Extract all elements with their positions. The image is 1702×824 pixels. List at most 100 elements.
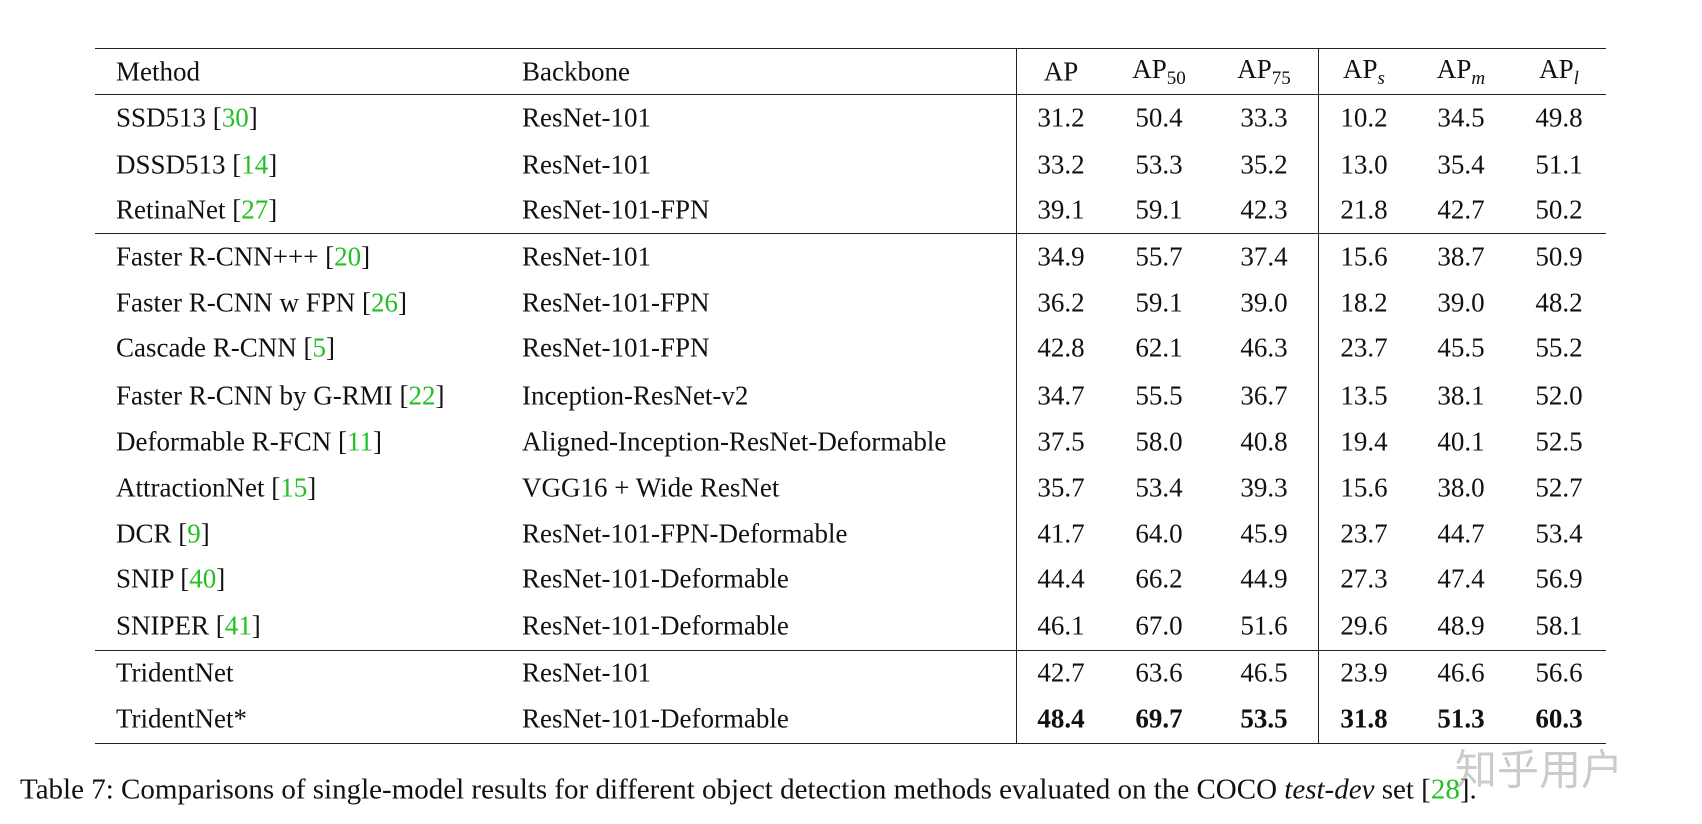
value-cell: 23.7 [1340, 518, 1388, 549]
header-text: AP [1237, 54, 1272, 84]
value-cell: 63.6 [1135, 657, 1183, 688]
value-cell: 35.4 [1437, 149, 1485, 180]
header-cell: APl [1539, 56, 1579, 89]
backbone-cell: ResNet-101 [522, 657, 651, 688]
value-cell: 21.8 [1340, 194, 1388, 225]
value-cell: 53.4 [1135, 472, 1183, 503]
value-cell: 55.5 [1135, 380, 1183, 411]
value-cell: 62.1 [1135, 332, 1183, 363]
header-subscript: l [1573, 68, 1579, 89]
value-cell: 46.1 [1037, 610, 1085, 641]
value-cell: 48.9 [1437, 610, 1485, 641]
value-cell: 49.8 [1535, 102, 1583, 133]
backbone-cell: Aligned-Inception-ResNet-Deformable [522, 426, 947, 457]
header-text: Method [116, 56, 200, 87]
value-cell: 56.6 [1535, 657, 1583, 688]
value-cell: 53.5 [1240, 703, 1288, 734]
value-cell: 37.5 [1037, 426, 1085, 457]
value-cell: 23.9 [1340, 657, 1388, 688]
value-cell: 10.2 [1340, 102, 1388, 133]
value-cell: 50.4 [1135, 102, 1183, 133]
value-cell: 33.3 [1240, 102, 1288, 133]
value-cell: 31.8 [1340, 703, 1388, 734]
header-text: Backbone [522, 56, 630, 87]
value-cell: 29.6 [1340, 610, 1388, 641]
value-cell: 67.0 [1135, 610, 1183, 641]
header-cell: APm [1436, 54, 1486, 89]
value-cell: 48.4 [1037, 703, 1085, 734]
value-cell: 58.1 [1535, 610, 1583, 641]
value-cell: 13.5 [1340, 380, 1388, 411]
backbone-cell: VGG16 + Wide ResNet [522, 472, 780, 503]
value-cell: 51.1 [1535, 149, 1583, 180]
value-cell: 44.7 [1437, 518, 1485, 549]
bottom-rule [95, 743, 1606, 744]
header-text: AP [1043, 56, 1079, 87]
value-cell: 45.5 [1437, 332, 1485, 363]
value-cell: 39.3 [1240, 472, 1288, 503]
value-cell: 42.8 [1037, 332, 1085, 363]
value-cell: 15.6 [1340, 241, 1388, 272]
value-cell: 48.2 [1535, 287, 1583, 318]
column-rule [1318, 48, 1319, 743]
backbone-cell: ResNet-101-Deformable [522, 703, 789, 734]
method-cell: Deformable R-FCN [11] [116, 426, 382, 457]
group-rule [95, 233, 1606, 234]
value-cell: 38.1 [1437, 380, 1485, 411]
value-cell: 36.7 [1240, 380, 1288, 411]
value-cell: 60.3 [1535, 703, 1583, 734]
header-subscript: s [1377, 68, 1385, 89]
value-cell: 46.3 [1240, 332, 1288, 363]
caption: Table 7: Comparisons of single-model res… [20, 774, 1477, 807]
value-cell: 39.0 [1240, 287, 1288, 318]
method-cell: Faster R-CNN by G-RMI [22] [116, 380, 445, 411]
backbone-cell: ResNet-101-FPN [522, 332, 710, 363]
value-cell: 69.7 [1135, 703, 1183, 734]
method-cell: RetinaNet [27] [116, 194, 278, 225]
header-cell: APs [1343, 54, 1385, 89]
method-cell: Cascade R-CNN [5] [116, 332, 335, 363]
value-cell: 51.3 [1437, 703, 1485, 734]
value-cell: 18.2 [1340, 287, 1388, 318]
value-cell: 50.2 [1535, 194, 1583, 225]
method-cell: SNIP [40] [116, 563, 226, 594]
value-cell: 13.0 [1340, 149, 1388, 180]
group-rule [95, 650, 1606, 651]
value-cell: 53.4 [1535, 518, 1583, 549]
value-cell: 42.3 [1240, 194, 1288, 225]
header-cell: AP [1043, 56, 1079, 87]
value-cell: 39.1 [1037, 194, 1085, 225]
backbone-cell: ResNet-101-Deformable [522, 610, 789, 641]
watermark: 知乎用户 [1455, 745, 1624, 795]
header-cell: Method [116, 56, 200, 87]
value-cell: 52.5 [1535, 426, 1583, 457]
method-cell: DCR [9] [116, 518, 210, 549]
value-cell: 44.9 [1240, 563, 1288, 594]
backbone-cell: ResNet-101-FPN [522, 194, 710, 225]
value-cell: 31.2 [1037, 102, 1085, 133]
value-cell: 19.4 [1340, 426, 1388, 457]
value-cell: 41.7 [1037, 518, 1085, 549]
value-cell: 27.3 [1340, 563, 1388, 594]
value-cell: 55.2 [1535, 332, 1583, 363]
value-cell: 37.4 [1240, 241, 1288, 272]
method-cell: Faster R-CNN w FPN [26] [116, 287, 408, 318]
column-rule [1016, 48, 1017, 743]
method-cell: AttractionNet [15] [116, 472, 317, 503]
header-text: AP [1343, 54, 1378, 84]
backbone-cell: ResNet-101 [522, 102, 651, 133]
value-cell: 47.4 [1437, 563, 1485, 594]
value-cell: 40.1 [1437, 426, 1485, 457]
value-cell: 23.7 [1340, 332, 1388, 363]
caption-text: set [28]. [1381, 773, 1477, 806]
value-cell: 35.2 [1240, 149, 1288, 180]
header-text: AP [1436, 54, 1472, 84]
value-cell: 64.0 [1135, 518, 1183, 549]
top-rule [95, 48, 1606, 49]
header-subscript: 50 [1166, 68, 1186, 89]
value-cell: 38.7 [1437, 241, 1485, 272]
header-subscript: m [1471, 68, 1486, 89]
value-cell: 44.4 [1037, 563, 1085, 594]
header-cell: AP50 [1132, 56, 1186, 89]
